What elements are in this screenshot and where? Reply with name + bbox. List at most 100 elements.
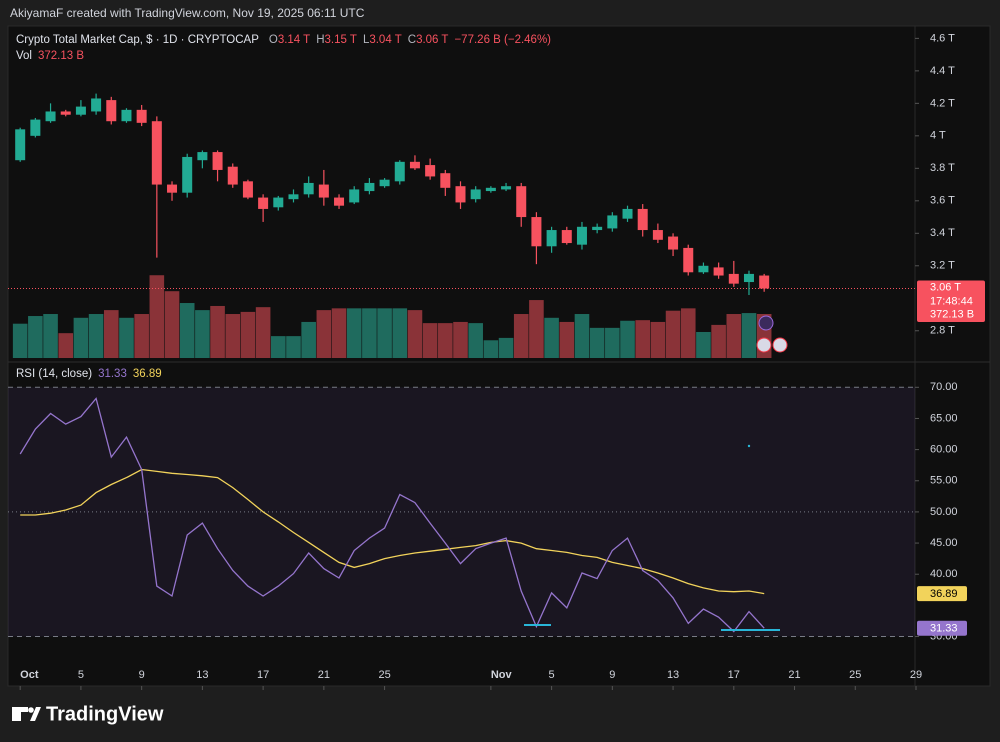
- volume-bar: [164, 291, 180, 358]
- volume-bar: [134, 314, 149, 358]
- volume-bar: [407, 310, 423, 358]
- x-tick-label: 17: [257, 669, 269, 681]
- candle-body: [637, 208, 648, 231]
- candle-body: [743, 273, 754, 283]
- volume-bar: [711, 324, 726, 358]
- candle-body: [668, 236, 679, 250]
- candle-body: [683, 247, 694, 273]
- rsi-band: [8, 387, 915, 637]
- candle-body: [652, 230, 663, 240]
- countdown: 17:48:44: [930, 295, 973, 307]
- last-price-label: 3.06 T: [930, 281, 961, 293]
- x-tick-label: 9: [609, 669, 615, 681]
- x-tick-label: 13: [196, 669, 208, 681]
- y-tick-label: 3.4 T: [930, 227, 955, 239]
- candle-body: [182, 156, 193, 193]
- volume-bar: [650, 321, 666, 358]
- volume-bar: [43, 314, 58, 358]
- y-tick-label: 50.00: [930, 506, 958, 518]
- candle-body: [242, 181, 253, 198]
- y-tick-label: 3.8 T: [930, 162, 955, 174]
- rsi-pane: [8, 386, 915, 638]
- candle-body: [561, 230, 572, 244]
- y-tick-label: 4.4 T: [930, 65, 955, 77]
- x-tick-label: Nov: [491, 669, 513, 681]
- ohlc-value: 3.14 T: [278, 34, 310, 46]
- volume-bar: [529, 300, 544, 358]
- candle-body: [121, 109, 132, 122]
- ohlc-key: L: [363, 34, 370, 46]
- candle-body: [516, 186, 527, 218]
- event-icons[interactable]: [756, 315, 788, 353]
- volume-bar: [438, 323, 453, 358]
- x-tick-label: 5: [549, 669, 555, 681]
- ohlc-value: 3.04 T: [369, 34, 401, 46]
- candle-body: [106, 100, 117, 122]
- y-tick-label: 3.2 T: [930, 260, 955, 272]
- rsi-line: [20, 468, 765, 595]
- volume-bar: [73, 317, 89, 358]
- logo: [12, 707, 41, 721]
- candle-body: [713, 267, 724, 276]
- volume-bar: [149, 275, 165, 358]
- rsi-last-label: 36.89: [930, 588, 958, 600]
- candle-body: [45, 111, 56, 122]
- candle-body: [212, 152, 223, 170]
- ohlc-key: C: [408, 34, 416, 46]
- volume-bar: [301, 321, 316, 358]
- y-tick-label: 4 T: [930, 130, 946, 142]
- symbol-title: Crypto Total Market Cap, $ · 1D · CRYPTO…: [16, 34, 259, 46]
- candle-body: [288, 194, 299, 200]
- volume-bar: [741, 313, 757, 358]
- candle-body: [759, 275, 770, 289]
- y-tick-label: 65.00: [930, 412, 958, 424]
- candle-body: [364, 182, 375, 192]
- candle-body: [409, 161, 420, 169]
- volume-bar: [316, 310, 332, 358]
- candle-body: [607, 215, 618, 229]
- divergence-markers: [524, 444, 780, 631]
- volume-bar: [255, 307, 271, 358]
- candle-body: [531, 217, 542, 247]
- candle-body: [151, 121, 162, 185]
- y-tick-label: 45.00: [930, 537, 958, 549]
- volume-bar: [346, 308, 362, 358]
- volume-bar: [605, 327, 620, 358]
- rsi-legend-value: 36.89: [133, 368, 162, 380]
- x-tick-label: 17: [728, 669, 740, 681]
- candle-body: [485, 187, 496, 192]
- volume-bar: [286, 336, 301, 358]
- x-tick-label: 13: [667, 669, 679, 681]
- ohlc-value: 3.06 T: [416, 34, 448, 46]
- volume-bar: [12, 323, 28, 358]
- candle-body: [75, 106, 86, 115]
- volume-bar: [88, 314, 104, 358]
- change: −77.26 B (−2.46%): [454, 34, 551, 46]
- rsi-last-box: [917, 586, 967, 602]
- volume-bar: [362, 308, 377, 358]
- x-tick-label: Oct: [20, 669, 39, 681]
- rsi-last-label: 31.33: [930, 623, 958, 635]
- volume-last-label: 372.13 B: [930, 308, 974, 320]
- volume-last-box: [917, 307, 985, 322]
- candle-body: [197, 152, 208, 161]
- ohlc-value: 3.15 T: [325, 34, 357, 46]
- volume-bar: [271, 336, 286, 358]
- rsi-legend: RSI (14, close) 31.33 36.89: [16, 368, 162, 380]
- volume-last: 372.13 B: [38, 50, 84, 62]
- x-tick-label: 29: [910, 669, 922, 681]
- ohlc-key: H: [316, 34, 324, 46]
- y-tick-label: 60.00: [930, 444, 958, 456]
- volume-bar: [210, 305, 225, 358]
- rsi-title: RSI (14, close): [16, 368, 92, 380]
- volume-bar: [58, 333, 74, 358]
- volume-bar: [422, 323, 438, 358]
- volume-bar: [377, 308, 392, 358]
- candle-body: [622, 208, 633, 219]
- price-legend: Crypto Total Market Cap, $ · 1D · CRYPTO…: [16, 34, 551, 46]
- x-tick-label: 9: [139, 669, 145, 681]
- candle-body: [30, 119, 41, 136]
- volume-bar: [726, 314, 742, 358]
- y-tick-label: 40.00: [930, 568, 958, 580]
